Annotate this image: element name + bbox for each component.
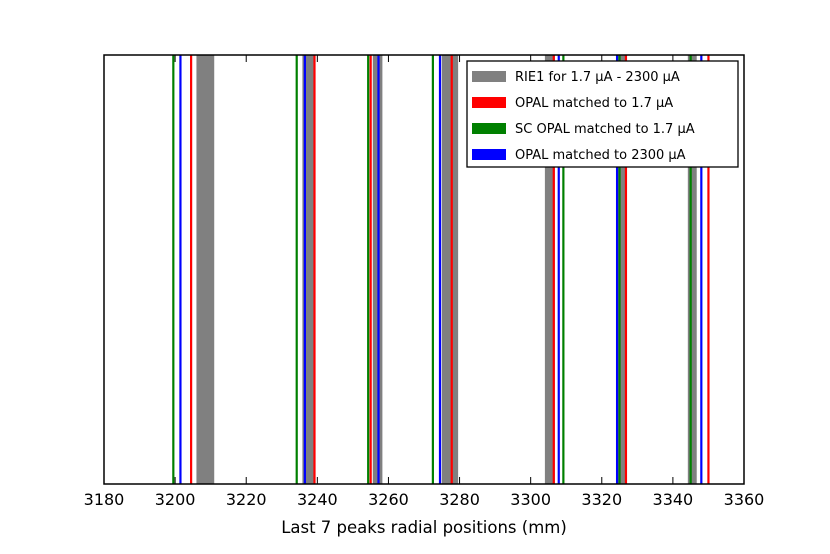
legend-label-2: SC OPAL matched to 1.7 μA xyxy=(515,122,695,137)
x-tick-label-2: 3220 xyxy=(226,490,267,509)
legend-box xyxy=(466,60,739,168)
legend-label-0: RIE1 for 1.7 μA - 2300 μA xyxy=(515,70,680,85)
x-axis: 3180 3200 3220 3240 3260 3280 3300 3320 3340 3360 xyxy=(84,55,765,509)
band-0-4 xyxy=(544,55,555,484)
x-tick-label-8: 3340 xyxy=(653,490,694,509)
legend-swatch-2 xyxy=(472,123,506,134)
legend-label-3: OPAL matched to 2300 μA xyxy=(515,148,686,163)
x-tick-label-0: 3180 xyxy=(84,490,125,509)
x-tick-label-4: 3260 xyxy=(368,490,409,509)
line-layer xyxy=(172,55,710,484)
band-0-1 xyxy=(302,55,314,484)
x-tick-label-3: 3240 xyxy=(297,490,338,509)
band-0-3 xyxy=(441,55,459,484)
legend: RIE1 for 1.7 μA - 2300 μA OPAL matched to… xyxy=(466,60,739,168)
band-0-0 xyxy=(196,55,215,484)
x-tick-label-5: 3280 xyxy=(439,490,480,509)
legend-swatch-0 xyxy=(472,71,506,82)
legend-swatch-1 xyxy=(472,97,506,108)
x-axis-label: Last 7 peaks radial positions (mm) xyxy=(281,518,567,537)
legend-label-1: OPAL matched to 1.7 μA xyxy=(515,96,673,111)
x-tick-label-7: 3320 xyxy=(581,490,622,509)
plot-frame xyxy=(103,54,745,485)
x-tick-label-1: 3200 xyxy=(155,490,196,509)
x-tick-label-6: 3300 xyxy=(510,490,551,509)
band-0-6 xyxy=(687,55,697,484)
x-tick-label-9: 3360 xyxy=(724,490,765,509)
legend-swatch-3 xyxy=(472,149,506,160)
